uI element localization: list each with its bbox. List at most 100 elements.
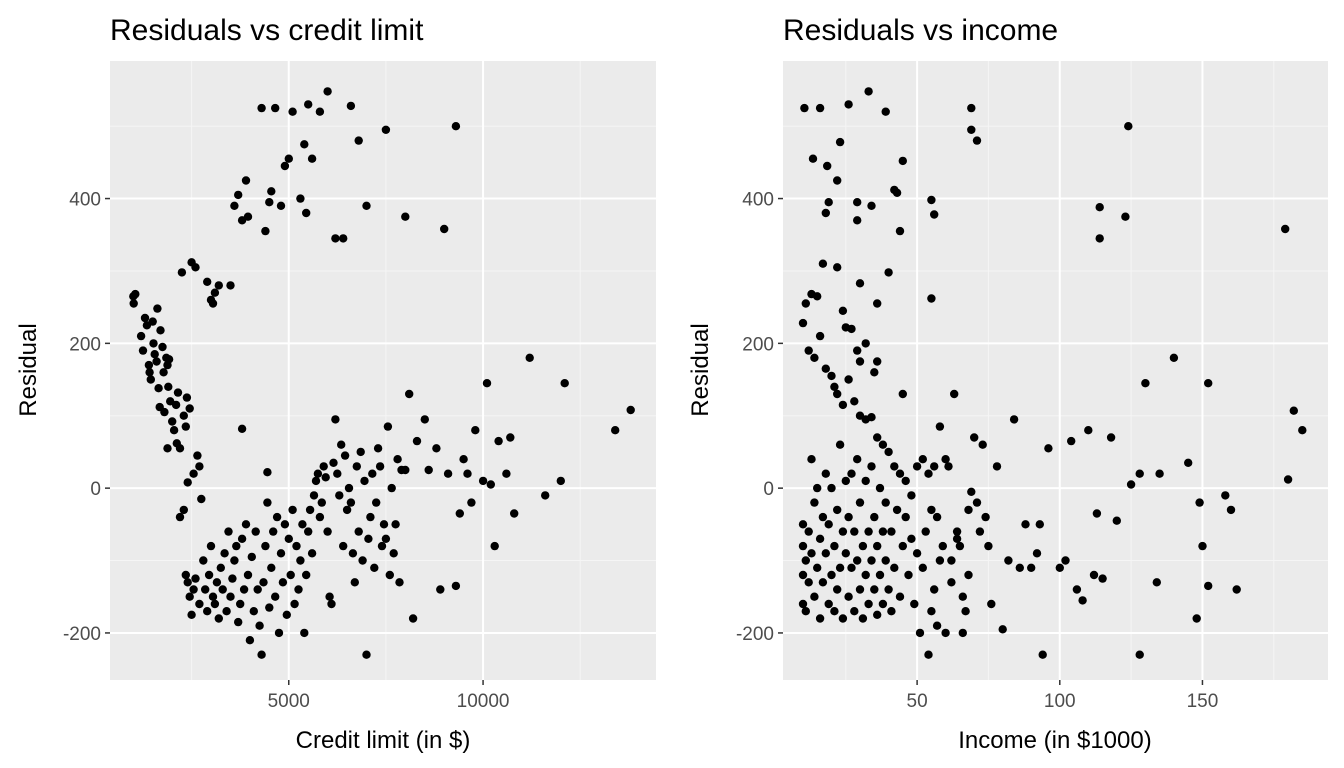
data-point <box>191 263 200 272</box>
data-point <box>337 440 346 449</box>
panel-income: Residuals vs income 50 100 150 -200 0 200 400… <box>687 14 1328 754</box>
data-point <box>313 469 323 478</box>
data-point <box>510 509 519 518</box>
data-point <box>148 317 157 326</box>
data-point <box>286 570 295 580</box>
data-point <box>405 389 414 399</box>
y-tick-label: 0 <box>763 479 774 500</box>
data-point <box>362 650 371 659</box>
data-point <box>952 534 962 543</box>
data-point <box>884 447 893 457</box>
data-point <box>878 599 888 609</box>
data-point <box>927 195 936 205</box>
data-point <box>1112 516 1122 525</box>
data-point <box>1032 549 1042 558</box>
data-point <box>300 628 309 638</box>
data-point <box>892 505 902 515</box>
x-axis-ticks: 5000 10000 <box>268 680 509 712</box>
data-point <box>1226 505 1236 515</box>
data-point <box>821 469 830 478</box>
data-point <box>169 426 179 435</box>
data-point <box>626 405 635 415</box>
data-point <box>296 194 305 203</box>
data-point <box>354 527 363 536</box>
data-point <box>927 505 936 515</box>
data-point <box>864 87 873 96</box>
data-point <box>212 578 222 587</box>
data-point <box>901 476 910 486</box>
data-point <box>930 462 939 471</box>
data-point <box>867 556 876 565</box>
data-point <box>901 512 910 522</box>
data-point <box>389 549 398 558</box>
data-point <box>195 462 204 471</box>
data-point <box>494 436 503 446</box>
data-point <box>203 607 212 616</box>
data-point <box>136 331 146 341</box>
data-point <box>975 527 985 536</box>
x-tick-label: 100 <box>1044 691 1076 712</box>
data-point <box>356 447 365 457</box>
data-point <box>807 549 816 558</box>
data-point <box>387 483 396 493</box>
data-point <box>912 462 922 471</box>
data-point <box>140 313 150 323</box>
data-point <box>144 360 154 370</box>
data-point <box>222 607 231 616</box>
data-point <box>961 607 970 616</box>
data-point <box>875 570 885 580</box>
data-point <box>844 375 853 384</box>
data-point <box>541 491 550 500</box>
data-point <box>218 585 227 594</box>
data-point <box>858 614 868 623</box>
y-axis-title: Residual <box>687 323 714 416</box>
data-point <box>158 342 167 352</box>
data-point <box>284 534 293 543</box>
data-point <box>269 527 278 536</box>
data-point <box>257 650 266 659</box>
data-point <box>263 468 272 477</box>
data-point <box>1089 570 1099 580</box>
data-point <box>208 299 218 308</box>
data-point <box>340 451 350 460</box>
data-point <box>436 585 445 594</box>
data-point <box>801 556 810 565</box>
y-tick-label: 400 <box>742 190 774 211</box>
data-point <box>482 379 492 388</box>
y-axis-title: Residual <box>15 323 42 416</box>
data-point <box>159 368 168 377</box>
data-point <box>1204 581 1213 591</box>
data-point <box>873 357 882 366</box>
data-point <box>216 563 225 572</box>
data-point <box>830 382 839 391</box>
data-point <box>267 187 276 196</box>
data-point <box>451 122 461 131</box>
data-point <box>938 541 947 551</box>
data-point <box>171 400 181 410</box>
data-point <box>855 279 865 288</box>
data-point <box>833 176 842 185</box>
data-point <box>838 527 848 536</box>
data-point <box>827 483 836 493</box>
data-point <box>947 578 956 587</box>
chart-title: Residuals vs income <box>783 14 1058 47</box>
y-tick-label: -200 <box>736 624 774 645</box>
data-point <box>175 512 185 522</box>
data-point <box>276 549 286 558</box>
data-point <box>214 614 223 623</box>
data-point <box>288 505 297 515</box>
data-point <box>1124 122 1133 131</box>
data-point <box>841 549 850 558</box>
data-point <box>1184 458 1193 467</box>
data-point <box>932 621 942 630</box>
data-point <box>1027 563 1036 572</box>
data-point <box>927 294 936 303</box>
data-point <box>815 614 825 623</box>
data-point <box>855 585 865 594</box>
data-point <box>183 578 192 587</box>
data-point <box>443 469 453 478</box>
data-point <box>804 527 813 536</box>
data-point <box>181 422 190 431</box>
data-point <box>230 201 239 210</box>
